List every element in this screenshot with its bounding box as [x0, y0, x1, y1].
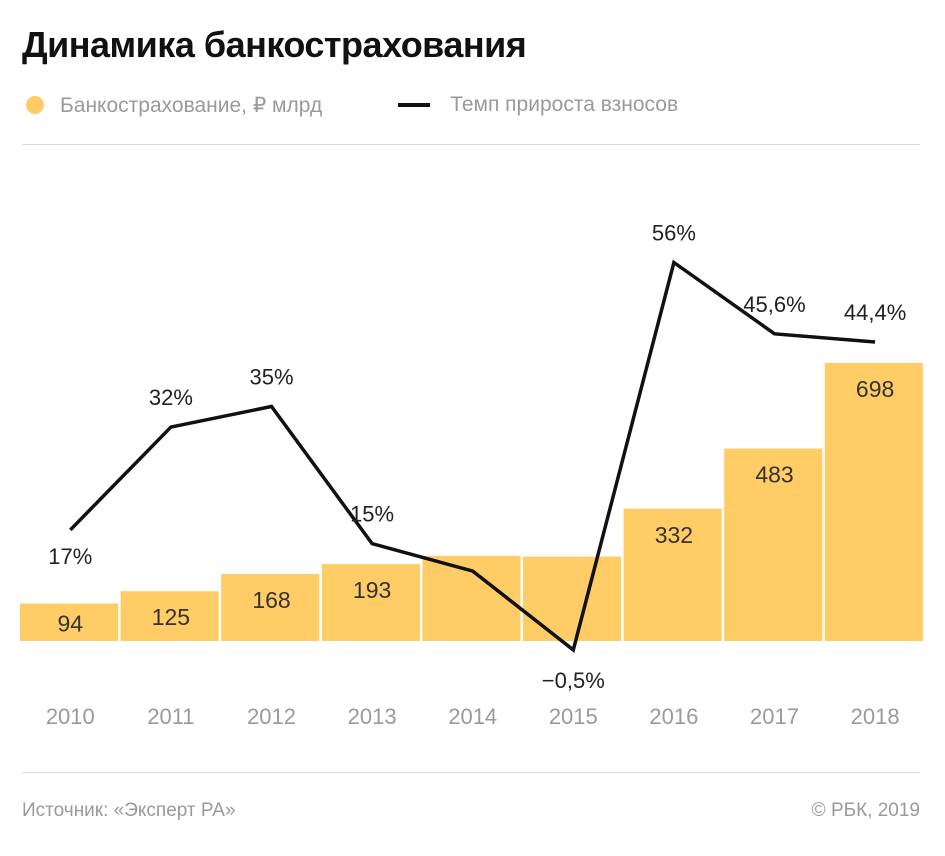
growth-rate-label: 35% [249, 365, 293, 390]
bar-value-label: 332 [655, 522, 693, 548]
legend-item-bars: Банкострахование, ₽ млрд [26, 93, 322, 118]
x-tick-label: 2018 [851, 704, 900, 729]
legend-swatch-line [398, 103, 431, 107]
x-tick-label: 2017 [750, 704, 799, 729]
bar-2017 [724, 448, 823, 641]
bar-2016 [623, 508, 722, 641]
chart-title: Динамика банкострахования [22, 24, 527, 65]
bar-2011 [120, 591, 219, 641]
x-tick-label: 2016 [649, 704, 698, 729]
bar-2015 [523, 556, 622, 641]
legend-label-bars: Банкострахование, ₽ млрд [60, 93, 323, 117]
x-tick-label: 2011 [147, 704, 194, 729]
growth-rate-label: 15% [350, 502, 394, 527]
x-tick-label: 2015 [549, 704, 598, 729]
bar-value-label: 125 [152, 604, 190, 630]
bar-2010 [20, 603, 119, 641]
x-tick-label: 2013 [348, 704, 397, 729]
bar-value-label: 94 [58, 610, 84, 636]
bar-value-label: 193 [353, 577, 391, 603]
source-note: Источник: «Эксперт РА» [22, 800, 236, 821]
bar-value-label: 168 [252, 587, 290, 613]
copyright-note: © РБК, 2019 [811, 800, 920, 821]
bar-value-label: 483 [755, 462, 793, 488]
growth-rate-label: 17% [48, 544, 92, 569]
legend-label-line: Темп прироста взносов [450, 93, 679, 116]
growth-rate-line [69, 259, 876, 653]
growth-rate-label: −0,5% [542, 668, 605, 693]
legend: Банкострахование, ₽ млрд Темп прироста в… [26, 90, 678, 120]
growth-rate-label: 45,6% [743, 292, 805, 317]
legend-item-line: Темп прироста взносов [398, 93, 678, 117]
bar-2013 [321, 564, 420, 641]
x-tick-label: 2010 [46, 704, 95, 729]
x-tick-label: 2012 [247, 704, 296, 729]
growth-rate-label: 44,4% [844, 300, 906, 325]
bar-2012 [221, 574, 320, 641]
top-divider [22, 144, 920, 145]
growth-rate-label: 32% [149, 385, 193, 410]
growth-rate-label: 56% [652, 221, 696, 246]
bar-2018 [824, 363, 923, 641]
chart-plot: 94 125 168 193 332 483 698 17% 32% 35% 15% −0,5% 56%… [20, 221, 923, 729]
legend-swatch-bars [26, 96, 44, 114]
bar-value-label: 698 [856, 376, 894, 402]
bottom-divider [22, 772, 920, 773]
x-tick-label: 2014 [448, 704, 497, 729]
